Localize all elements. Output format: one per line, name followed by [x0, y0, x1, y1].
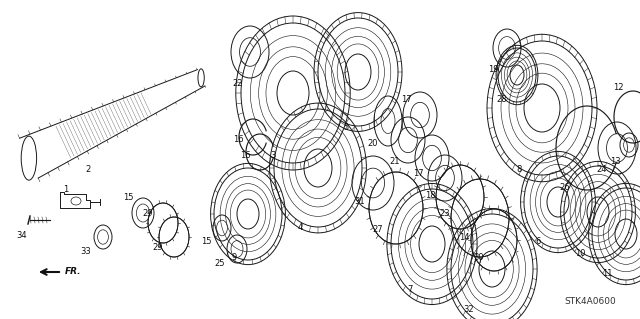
Text: 8: 8 — [516, 166, 522, 174]
Text: 19: 19 — [488, 65, 499, 75]
Text: 1: 1 — [63, 186, 68, 195]
Text: 7: 7 — [407, 285, 413, 293]
Text: 16: 16 — [233, 136, 243, 145]
Text: 29: 29 — [143, 209, 153, 218]
Text: 27: 27 — [372, 225, 383, 234]
Text: 29: 29 — [153, 243, 163, 253]
Text: 26: 26 — [560, 183, 570, 192]
Text: 2: 2 — [85, 166, 91, 174]
Text: 5: 5 — [344, 122, 349, 131]
Text: 6: 6 — [535, 238, 541, 247]
Text: 25: 25 — [215, 258, 225, 268]
Text: 20: 20 — [368, 139, 378, 149]
Text: 24: 24 — [596, 166, 607, 174]
Text: 15: 15 — [201, 236, 211, 246]
Text: 30: 30 — [474, 254, 484, 263]
Text: 22: 22 — [233, 78, 243, 87]
Text: 4: 4 — [298, 222, 303, 232]
Text: 16: 16 — [240, 151, 250, 160]
Text: 31: 31 — [355, 197, 365, 206]
Text: 33: 33 — [81, 248, 92, 256]
Text: 21: 21 — [390, 158, 400, 167]
Text: 17: 17 — [413, 169, 423, 179]
Text: STK4A0600: STK4A0600 — [564, 298, 616, 307]
Text: 23: 23 — [440, 209, 451, 218]
Text: 18: 18 — [425, 191, 435, 201]
Text: 14: 14 — [459, 233, 469, 241]
Text: 34: 34 — [17, 231, 28, 240]
Text: 12: 12 — [612, 84, 623, 93]
Text: 15: 15 — [123, 192, 133, 202]
Text: 17: 17 — [401, 94, 412, 103]
Text: FR.: FR. — [65, 268, 81, 277]
Text: 9: 9 — [232, 253, 237, 262]
Text: 11: 11 — [602, 270, 612, 278]
Text: 32: 32 — [464, 305, 474, 314]
Text: 28: 28 — [497, 94, 508, 103]
Text: 13: 13 — [610, 157, 620, 166]
Text: 3: 3 — [270, 151, 276, 160]
Text: 10: 10 — [575, 249, 585, 257]
